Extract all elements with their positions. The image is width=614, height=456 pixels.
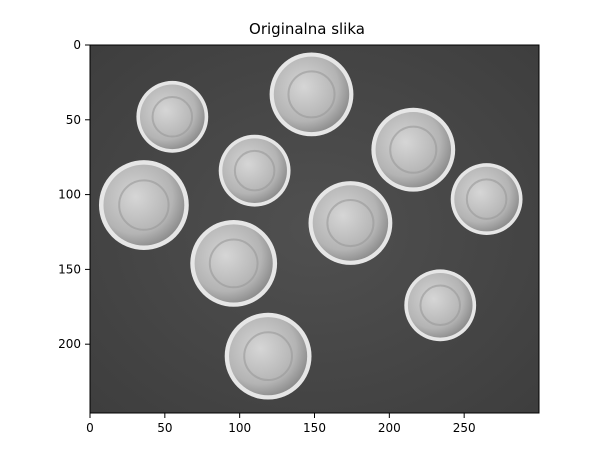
- coin-8: [190, 220, 278, 307]
- coin-9: [404, 269, 477, 342]
- x-tick-label: 0: [86, 421, 94, 435]
- x-tick-label: 250: [453, 421, 476, 435]
- y-tick-label: 50: [66, 113, 81, 127]
- coin-3: [371, 107, 456, 192]
- y-tick-label: 150: [58, 262, 81, 276]
- axes: 0 50 100 150 200 250 0 50 100 150 200: [58, 38, 540, 435]
- coin-4: [218, 134, 291, 207]
- coin-10: [224, 312, 312, 400]
- coin-7: [308, 181, 393, 265]
- y-tick-label: 0: [73, 38, 81, 52]
- coin-2: [269, 52, 354, 137]
- coins-image: [90, 45, 539, 413]
- figure-title: Originalna slika: [249, 20, 365, 38]
- coin-5: [98, 160, 189, 250]
- x-tick-label: 200: [378, 421, 401, 435]
- x-tick-label: 100: [228, 421, 251, 435]
- coin-6: [450, 163, 523, 236]
- y-tick-label: 200: [58, 337, 81, 351]
- x-tick-label: 50: [157, 421, 172, 435]
- y-tick-label: 100: [58, 188, 81, 202]
- x-tick-label: 150: [303, 421, 326, 435]
- coin-1: [136, 80, 209, 153]
